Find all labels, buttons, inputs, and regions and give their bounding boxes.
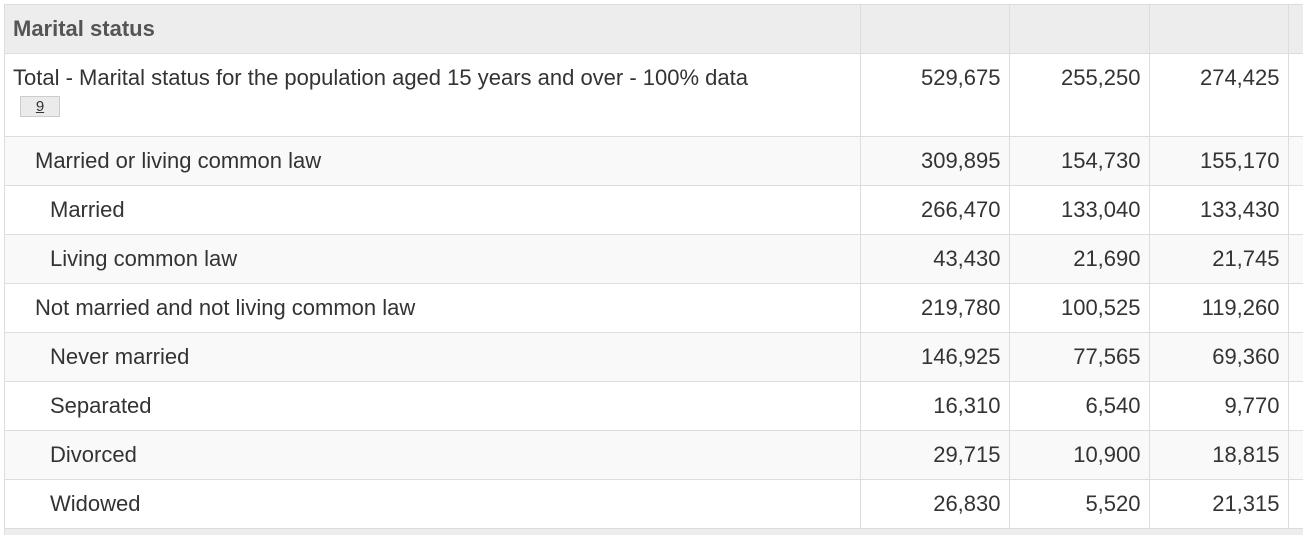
row-label: Married or living common law (5, 136, 860, 186)
value-cell: 309,895 (859, 136, 1009, 186)
value-cell: 9,770 (1148, 381, 1288, 431)
value-cell: 219,780 (859, 283, 1009, 333)
value-cell: 266,470 (859, 185, 1009, 235)
value-cell: 21,315 (1148, 479, 1288, 529)
value-cell: 26,830 (859, 479, 1009, 529)
value-cell: 155,170 (1148, 136, 1288, 186)
value-cell: 69,360 (1148, 332, 1288, 382)
value-cell: 29,715 (859, 430, 1009, 480)
row-label: Divorced (5, 430, 860, 480)
value-cell: 255,250 (1008, 53, 1149, 137)
value-cell: 100,525 (1008, 283, 1149, 333)
row-tail-cell (1287, 234, 1303, 284)
table-row-total: Total - Marital status for the populatio… (5, 53, 1303, 137)
value-cell: 529,675 (859, 53, 1009, 137)
row-label: Widowed (5, 479, 860, 529)
row-tail-cell (1287, 136, 1303, 186)
value-cell: 21,745 (1148, 234, 1288, 284)
marital-status-table: Marital status Total - Marital status fo… (5, 5, 1303, 535)
row-label: Total - Marital status for the populatio… (13, 65, 748, 90)
table-row: Widowed 26,830 5,520 21,315 (5, 479, 1303, 529)
value-cell: 16,310 (859, 381, 1009, 431)
value-cell: 146,925 (859, 332, 1009, 382)
table-row: Not married and not living common law 21… (5, 283, 1303, 333)
value-cell: 21,690 (1008, 234, 1149, 284)
value-cell: 154,730 (1008, 136, 1149, 186)
section-header-blank (859, 5, 1009, 54)
section-header-blank (1287, 5, 1303, 54)
section-header-blank (1008, 5, 1149, 54)
value-cell: 10,900 (1008, 430, 1149, 480)
table-row: Divorced 29,715 10,900 18,815 (5, 430, 1303, 480)
table-row: Living common law 43,430 21,690 21,745 (5, 234, 1303, 284)
value-cell: 43,430 (859, 234, 1009, 284)
row-tail-cell (1287, 430, 1303, 480)
table-row: Separated 16,310 6,540 9,770 (5, 381, 1303, 431)
value-cell: 77,565 (1008, 332, 1149, 382)
value-cell: 5,520 (1008, 479, 1149, 529)
value-cell: 6,540 (1008, 381, 1149, 431)
value-cell: 18,815 (1148, 430, 1288, 480)
row-tail-cell (1287, 53, 1303, 137)
row-label-cell: Total - Marital status for the populatio… (5, 53, 860, 137)
row-tail-cell (1287, 185, 1303, 235)
next-section-strip (5, 528, 1303, 535)
value-cell: 133,430 (1148, 185, 1288, 235)
row-label: Never married (5, 332, 860, 382)
table-row: Married or living common law 309,895 154… (5, 136, 1303, 186)
table-row: Married 266,470 133,040 133,430 (5, 185, 1303, 235)
value-cell: 274,425 (1148, 53, 1288, 137)
marital-status-table-container: Marital status Total - Marital status fo… (4, 4, 1303, 535)
table-row: Never married 146,925 77,565 69,360 (5, 332, 1303, 382)
row-tail-cell (1287, 479, 1303, 529)
row-label: Not married and not living common law (5, 283, 860, 333)
row-tail-cell (1287, 332, 1303, 382)
footnote-button[interactable]: 9 (20, 96, 60, 117)
value-cell: 119,260 (1148, 283, 1288, 333)
row-label: Living common law (5, 234, 860, 284)
section-title: Marital status (5, 5, 860, 54)
row-tail-cell (1287, 283, 1303, 333)
row-tail-cell (1287, 381, 1303, 431)
row-label: Separated (5, 381, 860, 431)
section-header-row: Marital status (5, 5, 1303, 54)
value-cell: 133,040 (1008, 185, 1149, 235)
row-label: Married (5, 185, 860, 235)
section-header-blank (1148, 5, 1288, 54)
